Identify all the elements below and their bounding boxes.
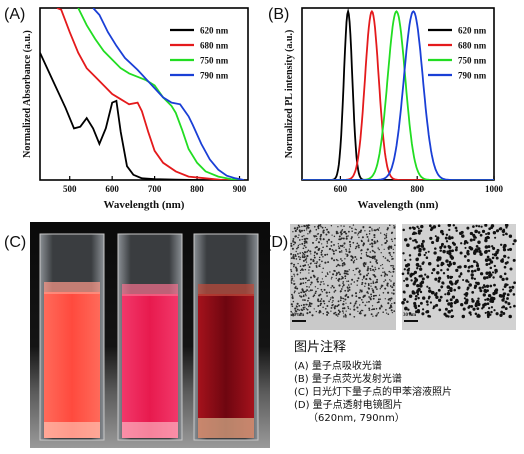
plot-frame [39, 7, 249, 181]
chart-a-absorbance: 500 600 700 800 900 Wavelength (nm) Normalized… [22, 7, 249, 211]
panel-label-b: (B) [268, 6, 290, 23]
caption-line-b: (B) 量子点荧光发射光谱 [294, 374, 402, 385]
tem-scalebar-left: 30 nm [291, 313, 305, 318]
x-tick-label: 600 [334, 184, 348, 194]
legend-entry: 620 nm [200, 26, 229, 36]
caption-title: 图片注释 [294, 340, 347, 355]
caption-line-c: (C) 日光灯下量子点的甲苯溶液照片 [294, 387, 452, 398]
tem-image-620 [290, 224, 396, 330]
legend-entry: 790 nm [458, 71, 487, 81]
series-line-620-nm [302, 8, 494, 180]
legend-entry: 750 nm [458, 56, 487, 66]
tem-scalebar-right: 30 nm [403, 313, 417, 318]
caption-line-d: (D) 量子点透射电镜图片 [294, 400, 403, 411]
panel-label-c: (C) [4, 234, 27, 251]
caption-line-a: (A) 量子点吸收光谱 [294, 361, 382, 372]
cuvette-photo [30, 222, 270, 448]
x-tick-label: 800 [410, 184, 424, 194]
series-line-750-nm [302, 10, 494, 180]
series-line-680-nm [56, 8, 240, 180]
legend-entry: 680 nm [458, 41, 487, 51]
series-line-680-nm [302, 9, 494, 180]
caption-line-d-sizes: （620nm, 790nm） [308, 413, 405, 424]
chart-b-pl-emission: 600 800 1000 Wavelength (nm) Normalized PL i… [284, 7, 504, 211]
y-axis-label: Normalized PL intensity (a.u.) [284, 30, 295, 159]
x-tick-label: 900 [233, 184, 247, 194]
series-line-790-nm [302, 10, 494, 180]
y-axis-label: Normalized Absorbance (a.u.) [22, 30, 33, 158]
legend-entry: 790 nm [200, 71, 229, 81]
series-line-620-nm [40, 52, 240, 180]
x-axis-label: Wavelength (nm) [104, 199, 185, 211]
series-line-790-nm [92, 8, 244, 180]
figure-caption: 图片注释 (A) 量子点吸收光谱 (B) 量子点荧光发射光谱 (C) 日光灯下量… [294, 336, 520, 425]
series-line-750-nm [77, 8, 244, 180]
cuvette-620 [39, 233, 105, 441]
panel-label-d: (D) [266, 234, 289, 251]
x-tick-label: 500 [63, 184, 77, 194]
cuvette-790 [193, 233, 259, 441]
x-tick-label: 700 [148, 184, 162, 194]
tem-images [290, 224, 518, 332]
panel-label-a: (A) [4, 6, 26, 23]
x-tick-label: 1000 [485, 184, 504, 194]
legend-entry: 620 nm [458, 26, 487, 36]
x-axis-label: Wavelength (nm) [358, 199, 439, 211]
cuvette-680 [117, 233, 183, 441]
tem-image-790 [401, 224, 517, 330]
x-tick-label: 600 [105, 184, 119, 194]
x-tick-label: 800 [190, 184, 204, 194]
legend-entry: 680 nm [200, 41, 229, 51]
legend-entry: 750 nm [200, 56, 229, 66]
